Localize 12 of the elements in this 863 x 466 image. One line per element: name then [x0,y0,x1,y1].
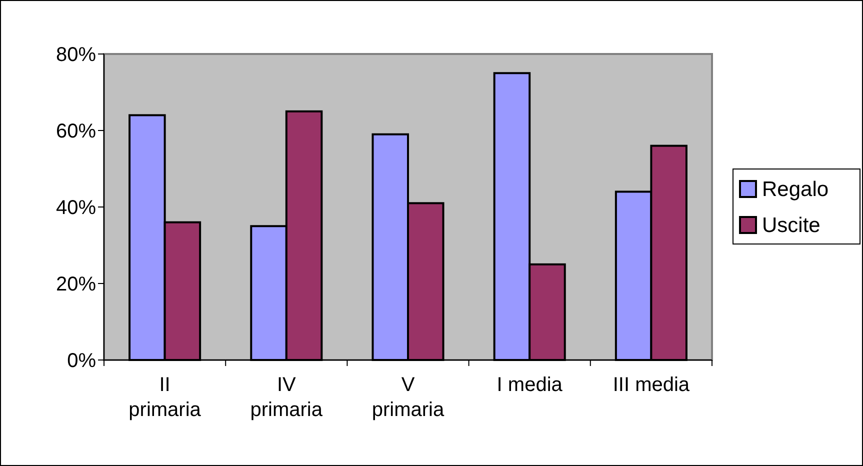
y-tick-label: 60% [56,120,96,142]
x-tick-label: II primaria [128,374,202,421]
legend-label: Uscite [762,214,820,237]
legend-label: Regalo [762,178,829,201]
y-tick-label: 0% [67,350,96,372]
y-tick-label: 20% [56,274,96,296]
x-tick-label: III media [612,374,690,396]
y-tick-label: 40% [56,197,96,219]
x-tick-label: V primaria [372,374,445,421]
x-tick-label: IV primaria [250,374,324,421]
y-tick-label: 80% [56,44,96,66]
x-tick-label: I media [496,374,564,396]
